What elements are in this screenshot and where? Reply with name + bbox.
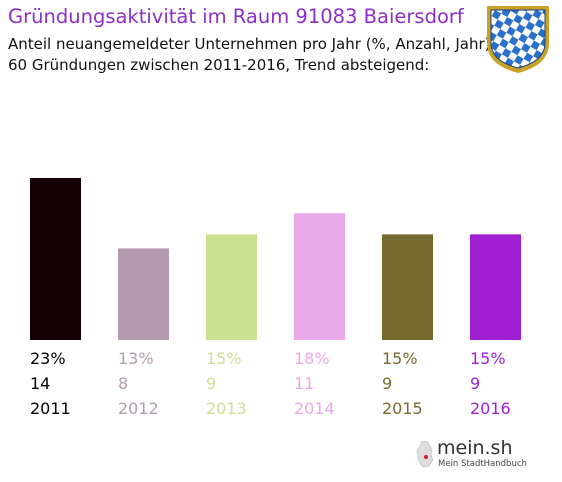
bar-2015	[382, 234, 433, 340]
year-label-2012: 2012	[118, 399, 159, 418]
count-label-2012: 8	[118, 374, 128, 393]
percent-label-2012: 13%	[118, 349, 154, 368]
chart-title: Gründungsaktivität im Raum 91083 Baiersd…	[8, 5, 464, 28]
count-label-2015: 9	[382, 374, 392, 393]
bar-2012	[118, 248, 169, 340]
percent-label-2015: 15%	[382, 349, 418, 368]
bar-2016	[470, 234, 521, 340]
logo-wordmark: mein.sh	[437, 437, 513, 459]
year-label-2015: 2015	[382, 399, 423, 418]
bar-chart: 23% 14 2011 13% 8 2012 15% 9 2013 18% 11 2014 15% 9 20…	[30, 178, 521, 418]
year-label-2016: 2016	[470, 399, 511, 418]
germany-map-icon	[416, 440, 434, 468]
year-label-2013: 2013	[206, 399, 247, 418]
percent-label-2014: 18%	[294, 349, 330, 368]
bar-2011	[30, 178, 81, 340]
year-label-2014: 2014	[294, 399, 335, 418]
bavarian-crest-icon	[487, 6, 549, 73]
percent-label-2013: 15%	[206, 349, 242, 368]
count-label-2013: 9	[206, 374, 216, 393]
count-label-2011: 14	[30, 374, 50, 393]
percent-label-2016: 15%	[470, 349, 506, 368]
bar-2014	[294, 213, 345, 340]
bar-2013	[206, 234, 257, 340]
logo-tagline: Mein StadtHandbuch	[438, 459, 527, 469]
chart-subtitle-line1: Anteil neuangemeldeter Unternehmen pro J…	[8, 35, 491, 53]
count-label-2014: 11	[294, 374, 314, 393]
chart-subtitle-line2: 60 Gründungen zwischen 2011-2016, Trend …	[8, 56, 430, 74]
percent-label-2011: 23%	[30, 349, 66, 368]
year-label-2011: 2011	[30, 399, 71, 418]
count-label-2016: 9	[470, 374, 480, 393]
